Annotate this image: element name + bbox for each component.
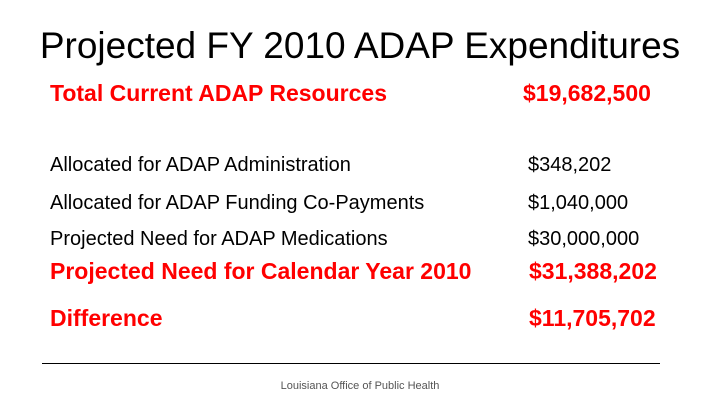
total-resources-label: Total Current ADAP Resources (50, 80, 387, 106)
total-resources-amount: $19,682,500 (523, 80, 651, 106)
footer-divider (42, 363, 660, 364)
medications-amount: $30,000,000 (528, 228, 640, 250)
page-title: Projected FY 2010 ADAP Expenditures (39, 25, 681, 66)
projected-need-label: Projected Need for Calendar Year 2010 (50, 258, 472, 284)
projected-need-amount: $31,388,202 (529, 258, 657, 284)
administration-label: Allocated for ADAP Administration (50, 154, 351, 176)
difference-label: Difference (50, 305, 163, 331)
difference-amount: $11,705,702 (529, 305, 656, 331)
co-payments-label: Allocated for ADAP Funding Co-Payments (50, 192, 425, 214)
co-payments-amount: $1,040,000 (528, 192, 629, 214)
medications-label: Projected Need for ADAP Medications (50, 228, 388, 250)
administration-amount: $348,202 (528, 154, 612, 176)
footer-text: Louisiana Office of Public Health (280, 380, 440, 392)
